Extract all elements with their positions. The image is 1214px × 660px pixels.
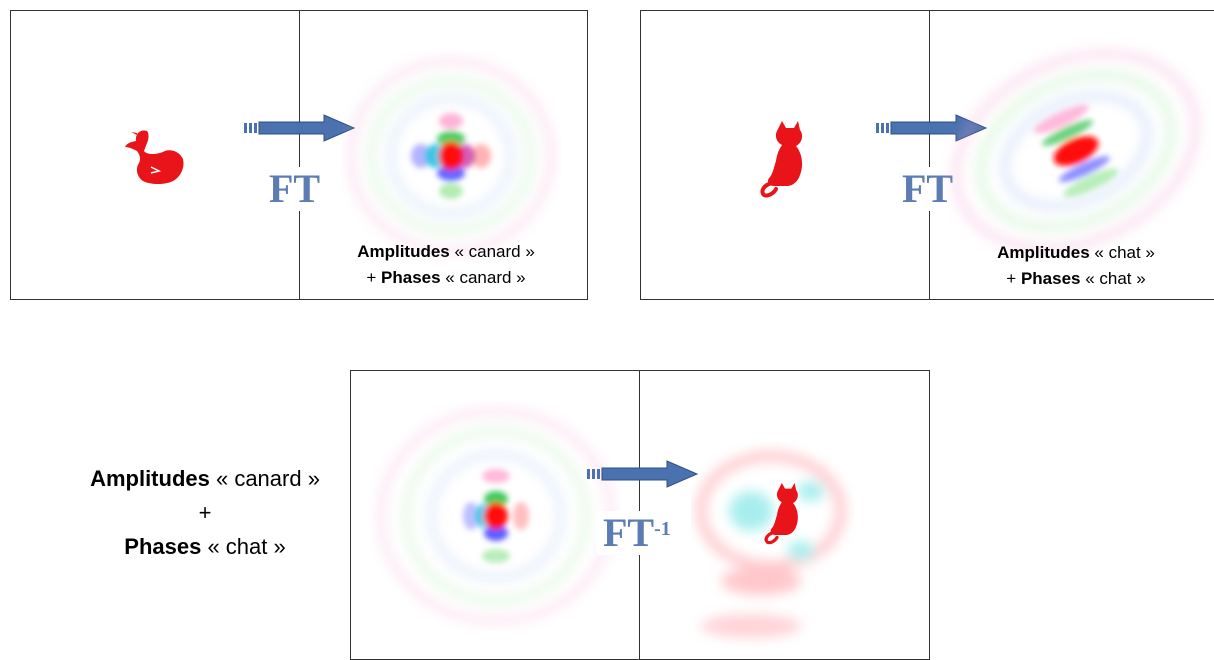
caption-amplitudes: Amplitudes: [997, 243, 1090, 262]
panel-divider: [929, 11, 930, 299]
cat-image: [760, 121, 803, 198]
combination-amplitudes-source: « canard »: [209, 466, 320, 491]
caption-phases: Phases: [1020, 269, 1081, 288]
ft-inverse-superscript: -1: [654, 518, 671, 540]
panel-duck: FT Amplitudes « canard » + Phases « cana…: [10, 10, 588, 300]
duck-image: [125, 130, 184, 184]
caption-plus: +: [1006, 269, 1021, 288]
ft-label: FT: [896, 167, 960, 211]
caption-amplitudes: Amplitudes: [357, 242, 450, 261]
ft-inverse-label: FT-1: [597, 511, 677, 555]
caption-phases: Phases: [381, 268, 441, 287]
ft-inverse-text: FT: [603, 510, 655, 555]
ft-label: FT: [263, 167, 327, 211]
caption-amplitudes-source: « chat »: [1089, 243, 1155, 262]
cat-fourier-pattern: [952, 49, 1200, 253]
caption-phases-source: « chat »: [1080, 269, 1146, 288]
combination-phases-source: « chat »: [201, 534, 286, 559]
panel-cat: FT Amplitudes « chat » + Phases « chat »: [640, 10, 1214, 300]
panel-divider: [299, 11, 300, 299]
caption-phases-source: « canard »: [440, 268, 526, 287]
cat-caption: Amplitudes « chat » + Phases « chat »: [941, 240, 1211, 292]
combination-plus: +: [198, 500, 212, 525]
combination-phases: Phases: [124, 534, 202, 559]
arrow-right-icon: [244, 114, 356, 142]
combination-label: Amplitudes « canard » + Phases « chat »: [60, 462, 350, 564]
arrow-right-icon: [587, 460, 699, 488]
hybrid-fourier-pattern: [377, 407, 615, 625]
reconstructed-cat-image: [696, 451, 846, 638]
caption-plus: +: [366, 268, 382, 287]
duck-caption: Amplitudes « canard » + Phases « canard …: [311, 239, 581, 291]
panel-inverse: FT-1: [350, 370, 930, 660]
caption-amplitudes-source: « canard »: [449, 242, 535, 261]
combination-amplitudes: Amplitudes: [90, 466, 210, 491]
duck-fourier-pattern: [348, 58, 554, 254]
